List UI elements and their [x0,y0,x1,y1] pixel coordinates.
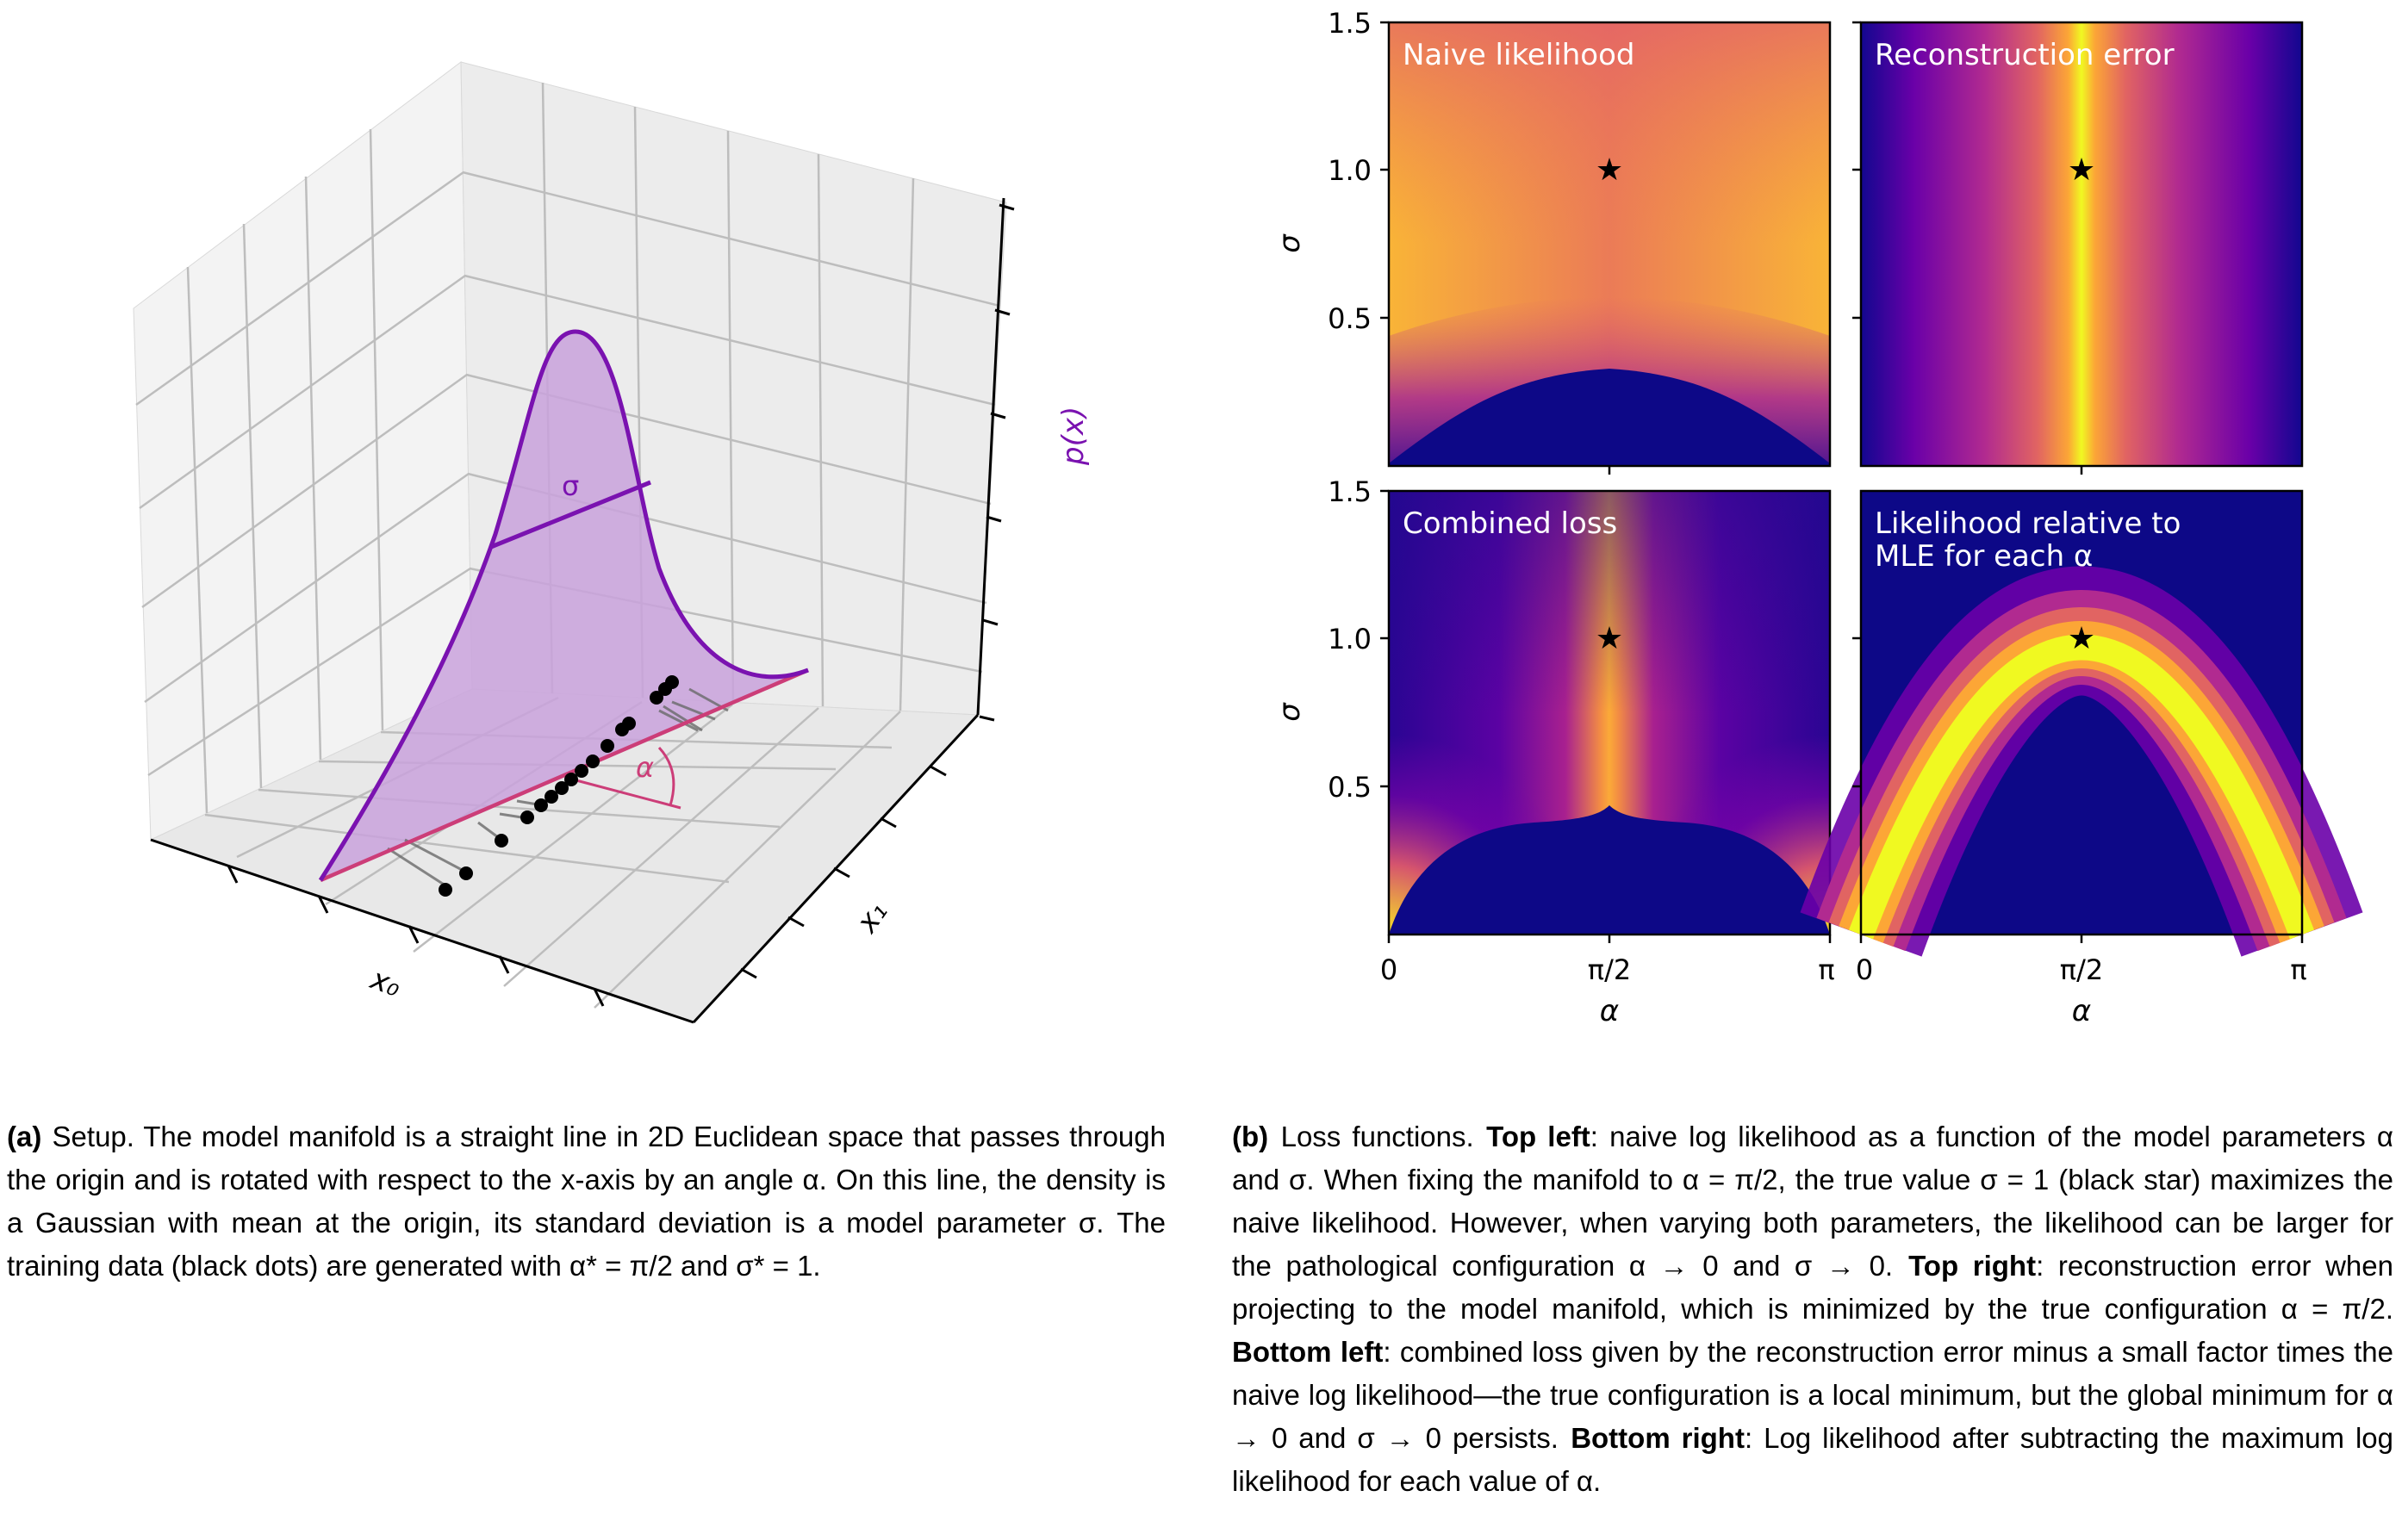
axis-ticks [227,203,1015,1007]
panel-4-title-line2: MLE for each α [1875,539,2093,574]
sigma-label: σ [562,469,579,502]
panel-4-title: Likelihood relative to [1875,506,2181,541]
caption-b: (b) Loss functions. Top left: naive log … [1232,1115,2393,1503]
xtick-right-pi2: π/2 [2060,953,2103,986]
data-dot [534,798,548,812]
panel-naive-likelihood: Naive likelihood ★ [1387,21,1832,468]
xtick-left-0: 0 [1380,953,1397,986]
panel-1-star: ★ [1596,152,1623,188]
model-manifold-line [320,668,809,883]
z-axis-label: p(x) [1056,407,1091,466]
data-dot [575,764,588,778]
xtick-left-pi2: π/2 [1588,953,1631,986]
caption-b-top-left-label: Top left [1486,1121,1590,1152]
caption-b-bottom-left-text: : combined loss given by the reconstruct… [1232,1336,2393,1454]
ylabel-bottom-sigma: σ [1273,702,1307,722]
ytick-top-1.5: 1.5 [1328,7,1372,40]
data-dot [544,790,558,804]
xtick-right-pi: π [2290,953,2306,986]
data-dot [439,883,452,897]
y-axis-top [1380,21,1861,320]
ylabel-top-sigma: σ [1273,233,1307,253]
alpha-label: α [636,751,654,784]
caption-b-top-left-text: : naive log likelihood as a function of … [1232,1121,2393,1282]
sigma-bar [490,480,651,550]
panel-4-star: ★ [2068,621,2095,656]
training-data-dots [439,675,679,897]
figure-a-3d-plot: x₀ x₁ p(x) α σ [133,61,1091,1024]
panel-relative-likelihood: Likelihood relative to MLE for each α ★ [1800,489,2363,957]
data-dot [555,781,569,795]
xlabel-right: α [2072,994,2091,1028]
data-dot [564,773,578,786]
alpha-angle-arc [657,746,675,806]
panel-1-title: Naive likelihood [1403,38,1634,72]
caption-b-top-right-label: Top right [1908,1250,2037,1282]
panel-2-title: Reconstruction error [1875,38,2175,72]
figure-b-heatmaps: Naive likelihood ★ Reconstruction error … [1273,7,2363,1028]
alpha-angle-baseline [572,778,681,810]
caption-b-label: (b) [1232,1121,1269,1152]
x0-axis-label: x₀ [365,961,406,1004]
data-dot [665,675,679,689]
caption-a-label: (a) [7,1121,42,1152]
ytick-bottom-1.5: 1.5 [1328,475,1372,508]
caption-a-text: Setup. The model manifold is a straight … [7,1121,1166,1282]
panel-3-title: Combined loss [1403,506,1617,541]
caption-a: (a) Setup. The model manifold is a strai… [7,1115,1166,1288]
panel-3-star: ★ [1596,621,1623,656]
x-axis-ticks [1387,466,2304,943]
data-dot [459,866,473,880]
panel-reconstruction-error: Reconstruction error ★ [1859,21,2304,468]
xtick-left-pi: π [1818,953,1834,986]
ytick-top-0.5: 0.5 [1328,302,1372,335]
xlabel-left: α [1600,994,1619,1028]
data-dot [520,810,534,824]
caption-b-top-right-text: : reconstruction error when projecting t… [1232,1250,2393,1325]
data-dot [586,754,600,768]
ytick-bottom-0.5: 0.5 [1328,771,1372,804]
y-axis-bottom [1380,489,1861,788]
caption-b-bottom-right-text: : Log likelihood after subtracting the m… [1232,1422,2393,1497]
data-dot [622,717,636,730]
data-dot [650,691,663,705]
xtick-right-0: 0 [1856,953,1873,986]
panel-combined-loss: Combined loss ★ [1387,489,1832,936]
caption-b-intro: Loss functions. [1280,1121,1474,1152]
ytick-top-1.0: 1.0 [1328,154,1372,187]
gaussian-fill [320,332,808,880]
projection-lines [387,687,729,889]
data-dot [600,739,614,753]
data-dot [495,834,508,848]
panel-2-star: ★ [2068,152,2095,188]
gaussian-curve [318,329,809,882]
x1-axis-label: x₁ [849,896,895,940]
caption-b-bottom-right-label: Bottom right [1571,1422,1745,1454]
ytick-bottom-1.0: 1.0 [1328,623,1372,655]
caption-b-bottom-left-label: Bottom left [1232,1336,1384,1368]
